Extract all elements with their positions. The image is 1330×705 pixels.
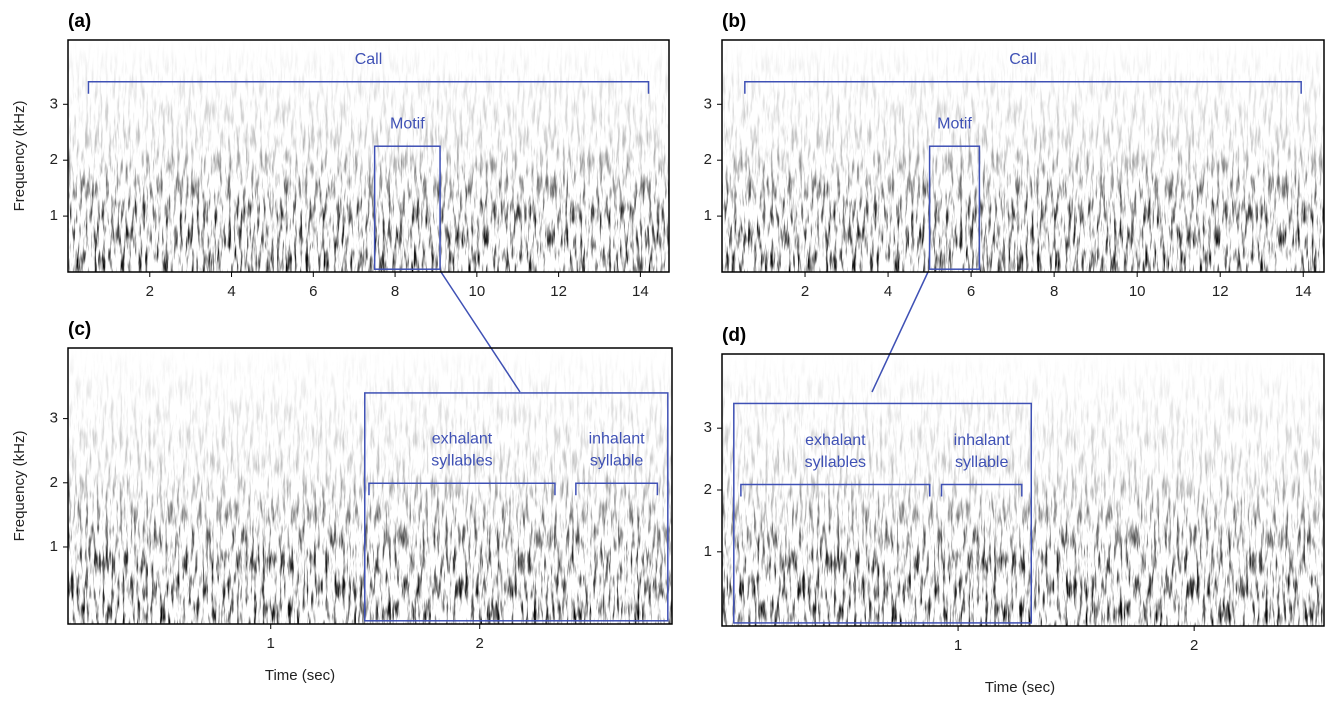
bracket bbox=[744, 81, 1302, 94]
y-tick-label: 2 bbox=[50, 474, 58, 491]
x-tick-label: 4 bbox=[227, 283, 235, 300]
box-label: Motif bbox=[937, 115, 972, 132]
plot-frame bbox=[721, 39, 1325, 273]
motif-box bbox=[928, 145, 981, 270]
bracket-label: Call bbox=[1009, 51, 1037, 68]
x-tick-label: 6 bbox=[967, 283, 975, 300]
x-axis-label: Time (sec) bbox=[985, 679, 1055, 696]
spectrogram-texture bbox=[722, 354, 1324, 626]
bracket-label: syllables bbox=[431, 452, 492, 469]
x-tick-label: 8 bbox=[1050, 283, 1058, 300]
motif-box bbox=[364, 392, 669, 622]
x-tick-label: 4 bbox=[884, 283, 892, 300]
box-label: Motif bbox=[390, 115, 425, 132]
x-tick-label: 14 bbox=[1295, 283, 1312, 300]
panel-label: (b) bbox=[722, 11, 746, 32]
y-tick-label: 2 bbox=[704, 481, 712, 498]
bracket-label: exhalant bbox=[805, 432, 866, 449]
bracket bbox=[368, 482, 556, 496]
spectrogram-texture bbox=[68, 40, 669, 272]
x-tick-label: 6 bbox=[309, 283, 317, 300]
x-tick-label: 2 bbox=[476, 635, 484, 652]
bracket-label: inhalant bbox=[589, 430, 646, 447]
bracket-label: syllable bbox=[955, 454, 1008, 471]
x-tick-label: 12 bbox=[1212, 283, 1229, 300]
x-tick-label: 14 bbox=[632, 283, 649, 300]
bracket-label: Call bbox=[355, 51, 383, 68]
y-tick-label: 3 bbox=[50, 410, 58, 427]
x-tick-label: 10 bbox=[468, 283, 485, 300]
y-axis-label: Frequency (kHz) bbox=[11, 101, 28, 212]
x-tick-label: 1 bbox=[267, 635, 275, 652]
y-tick-label: 2 bbox=[704, 151, 712, 168]
panel-label: (a) bbox=[68, 11, 91, 32]
bracket bbox=[940, 483, 1023, 497]
motif-box bbox=[373, 145, 441, 270]
bracket bbox=[740, 483, 931, 497]
x-tick-label: 2 bbox=[146, 283, 154, 300]
x-tick-label: 2 bbox=[1190, 637, 1198, 654]
y-tick-label: 1 bbox=[704, 543, 712, 560]
plot-frame bbox=[67, 39, 670, 273]
motif-box bbox=[733, 402, 1033, 624]
bracket-label: syllables bbox=[805, 454, 866, 471]
bracket-label: exhalant bbox=[432, 430, 493, 447]
y-tick-label: 1 bbox=[50, 538, 58, 555]
y-tick-label: 2 bbox=[50, 151, 58, 168]
y-tick-label: 3 bbox=[50, 95, 58, 112]
y-tick-label: 1 bbox=[50, 207, 58, 224]
y-axis-label: Frequency (kHz) bbox=[11, 431, 28, 542]
x-tick-label: 2 bbox=[801, 283, 809, 300]
y-tick-label: 3 bbox=[704, 419, 712, 436]
x-tick-label: 1 bbox=[954, 637, 962, 654]
panel-label: (d) bbox=[722, 325, 746, 346]
x-tick-label: 8 bbox=[391, 283, 399, 300]
bracket-label: inhalant bbox=[954, 432, 1011, 449]
plot-frame bbox=[67, 347, 673, 625]
y-tick-label: 1 bbox=[704, 207, 712, 224]
bracket bbox=[575, 482, 659, 496]
panel-label: (c) bbox=[68, 319, 91, 340]
bracket bbox=[87, 81, 650, 94]
x-tick-label: 12 bbox=[550, 283, 567, 300]
spectrogram-texture bbox=[722, 40, 1324, 272]
x-tick-label: 10 bbox=[1129, 283, 1146, 300]
x-axis-label: Time (sec) bbox=[265, 667, 335, 684]
y-tick-label: 3 bbox=[704, 95, 712, 112]
bracket-label: syllable bbox=[590, 452, 643, 469]
spectrogram-texture bbox=[68, 348, 672, 624]
